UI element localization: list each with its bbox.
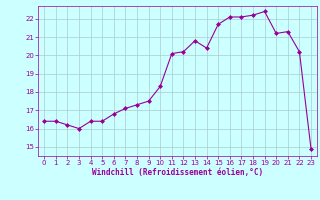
- X-axis label: Windchill (Refroidissement éolien,°C): Windchill (Refroidissement éolien,°C): [92, 168, 263, 177]
